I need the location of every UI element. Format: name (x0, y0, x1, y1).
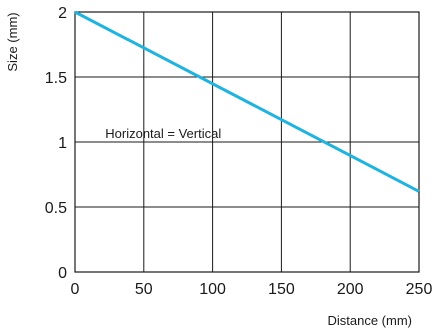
grid-lines (75, 12, 419, 272)
x-tick-label: 0 (71, 281, 80, 298)
plot-border (74, 11, 420, 273)
y-tick-label: 0.5 (45, 200, 67, 217)
annotation-label: Horizontal = Vertical (105, 126, 221, 141)
series-layer (74, 10, 420, 193)
x-axis-label: Distance (mm) (327, 313, 412, 328)
x-tick-label: 200 (337, 281, 364, 298)
series-line (74, 10, 420, 193)
x-tick-label: 50 (135, 281, 153, 298)
y-axis-label: Size (mm) (5, 12, 20, 71)
y-tick-labels: 0 0.5 1 1.5 2 (45, 5, 67, 282)
x-tick-label: 100 (199, 281, 226, 298)
annotations: Horizontal = Vertical (105, 126, 221, 141)
plot-frame (74, 11, 420, 273)
x-tick-label: 250 (406, 281, 433, 298)
x-tick-label: 150 (268, 281, 295, 298)
x-tick-labels: 0 50 100 150 200 250 (71, 281, 433, 298)
y-tick-label: 1.5 (45, 70, 67, 87)
y-tick-label: 2 (58, 5, 67, 22)
y-tick-label: 0 (58, 265, 67, 282)
y-tick-label: 1 (58, 135, 67, 152)
